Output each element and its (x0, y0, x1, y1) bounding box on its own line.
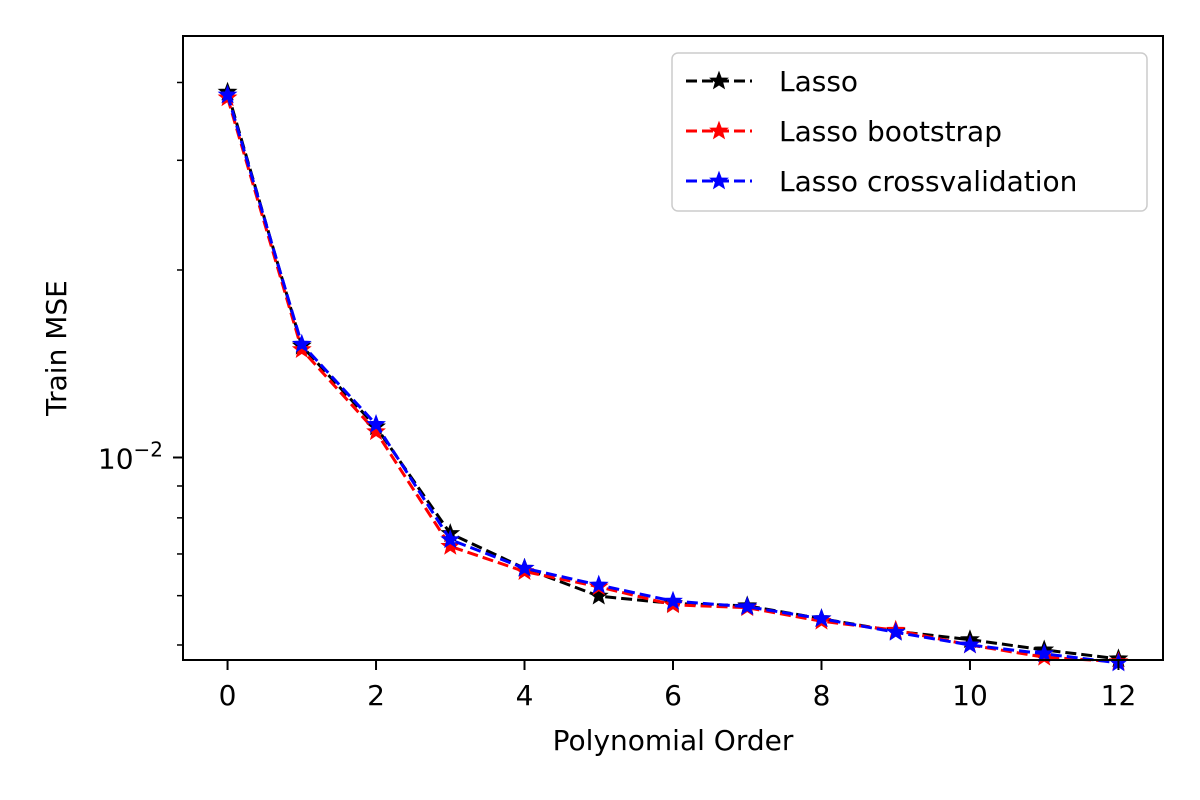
legend-marker (709, 120, 729, 140)
x-axis-label: Polynomial Order (553, 724, 794, 757)
x-tick-label: 8 (813, 679, 831, 712)
data-point (960, 634, 980, 654)
data-point (1034, 643, 1055, 663)
data-point (514, 557, 535, 577)
x-tick-label: 6 (664, 679, 682, 712)
x-tick-label: 10 (952, 679, 988, 712)
data-point (366, 413, 386, 433)
data-point (291, 333, 312, 353)
data-point (440, 529, 461, 549)
legend-marker (709, 70, 729, 90)
data-point (588, 585, 609, 605)
x-tick-label: 0 (219, 679, 237, 712)
data-point (291, 339, 312, 359)
legend-frame (671, 52, 1148, 212)
data-point (737, 596, 758, 616)
data-point (588, 574, 609, 594)
data-point (663, 590, 683, 610)
legend-marker (709, 170, 729, 190)
data-point (217, 84, 238, 104)
legend-item: Lasso bootstrap (686, 115, 1002, 148)
legend-label: Lasso bootstrap (779, 115, 1002, 148)
y-tick-label: 10−2 (98, 437, 163, 475)
axes: 0 2 4 6 8 10 12 10−2 (98, 35, 1164, 712)
data-point (366, 421, 386, 441)
x-tick-label: 12 (1101, 679, 1137, 712)
legend-label: Lasso (779, 65, 858, 98)
legend: Lasso Lasso bootstrap Lasso crossvalidatio… (671, 52, 1148, 212)
plot-area (217, 81, 1129, 672)
legend-item: Lasso crossvalidation (686, 165, 1077, 198)
y-axis-label: Train MSE (40, 280, 73, 417)
legend-label: Lasso crossvalidation (779, 165, 1077, 198)
x-tick-label: 4 (516, 679, 534, 712)
data-point (885, 621, 906, 641)
x-tick-label: 2 (367, 679, 385, 712)
data-point (811, 608, 832, 628)
legend-item: Lasso (686, 65, 858, 98)
